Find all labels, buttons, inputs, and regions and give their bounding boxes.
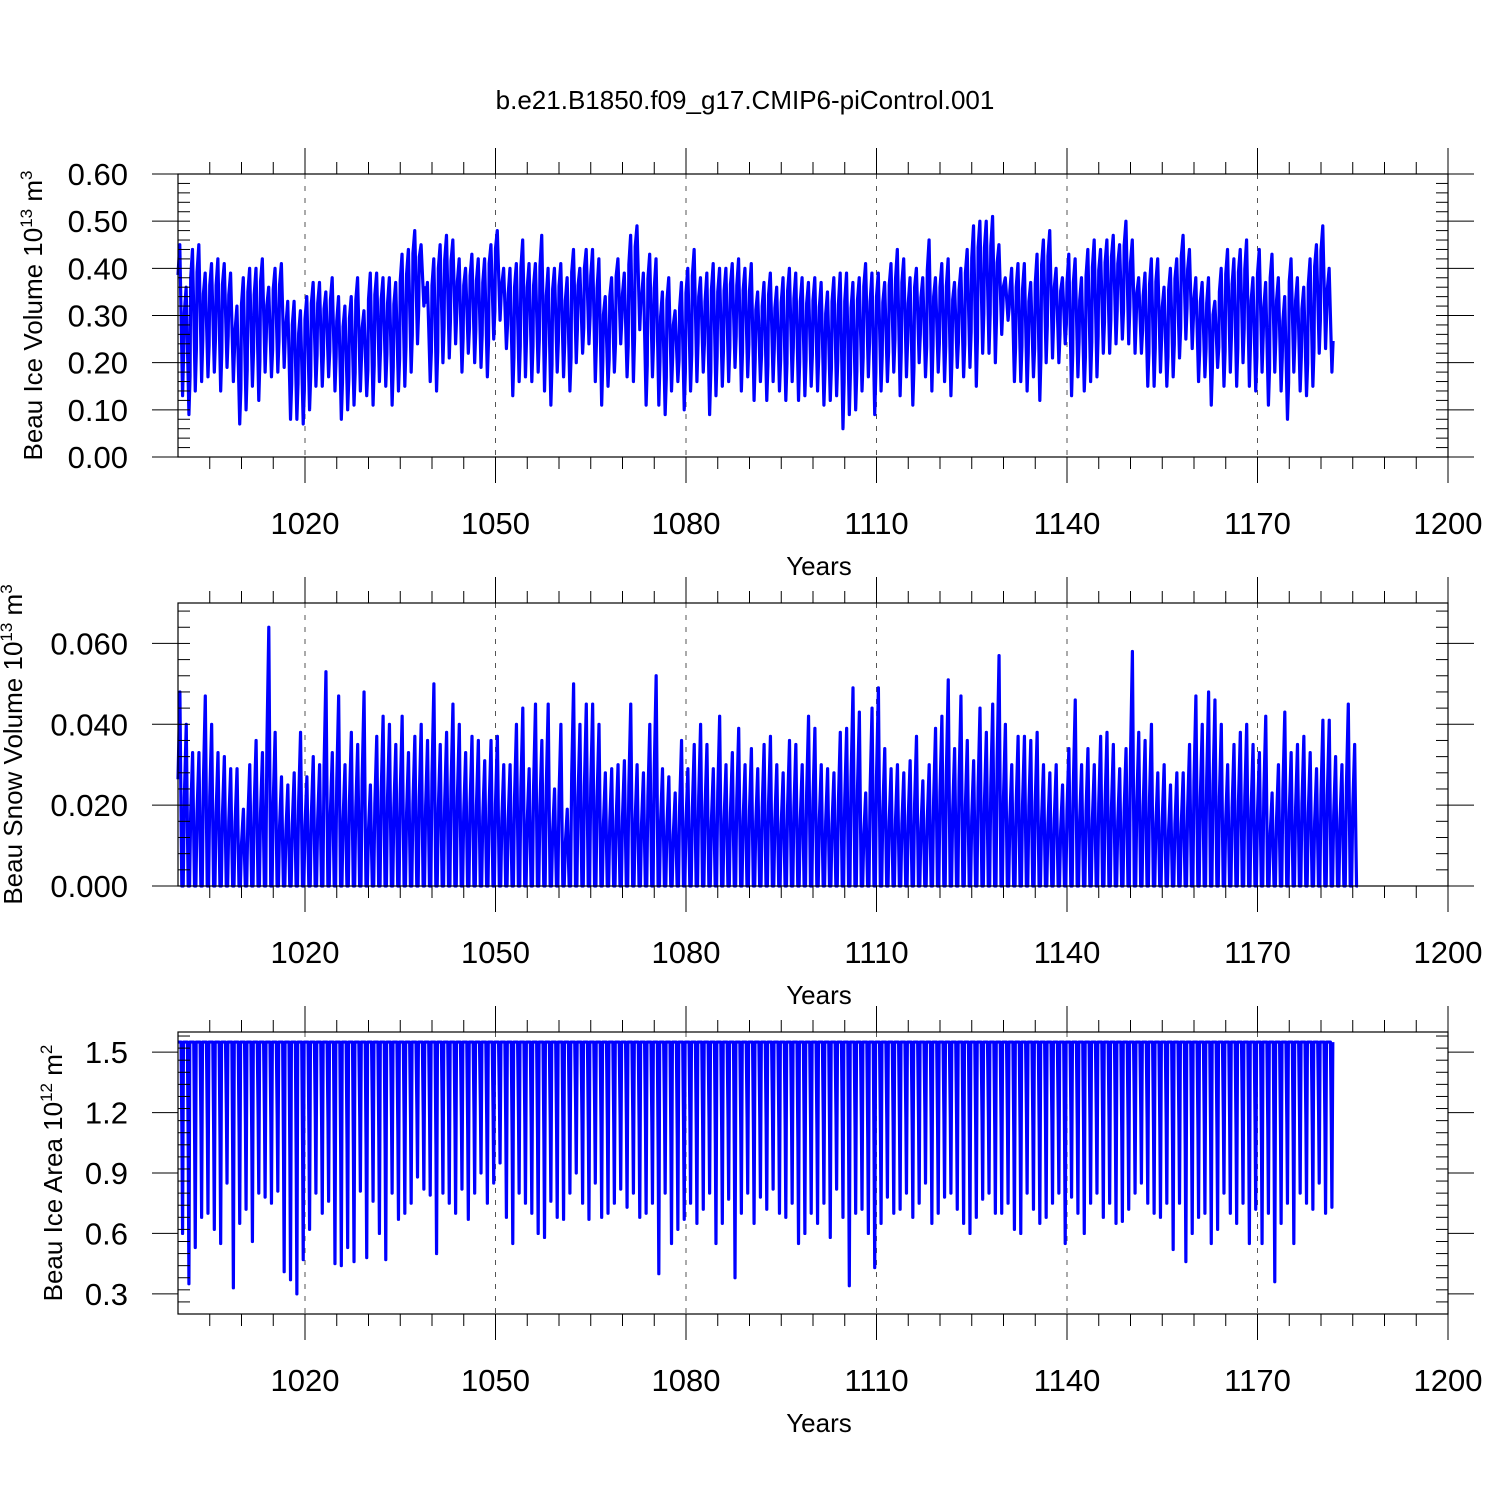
main-title: b.e21.B1850.f09_g17.CMIP6-piControl.001 — [496, 85, 995, 115]
yaxis-title-unit-snow-volume: m — [0, 594, 28, 623]
ytick-label-ice-volume-5: 0.50 — [68, 204, 128, 239]
ytick-label-ice-volume-2: 0.20 — [68, 346, 128, 381]
panel-ice-area: 0.3 0.6 0.9 1.2 1.5 1020 1050 1080 1110 1140 1170 1… — [37, 1006, 1482, 1438]
ytick-label-ice-area-1: 0.6 — [85, 1216, 128, 1251]
ytick-label-ice-volume-4: 0.40 — [68, 251, 128, 286]
yaxis-title-unit-ice-area: m — [38, 1054, 68, 1083]
panel-ice-volume: 0.00 0.10 0.20 0.30 0.40 0.50 0.60 1020 1050 1080… — [17, 148, 1482, 581]
series-line-ice-area — [178, 1040, 1335, 1296]
xtick-label-snow-volume-3: 1110 — [844, 935, 908, 970]
panel-snow-volume: 0.000 0.020 0.040 0.060 1020 1050 1080 1110 1140… — [0, 577, 1482, 1010]
xtick-label-snow-volume-4: 1140 — [1034, 935, 1101, 970]
yaxis-title-unit-exp-snow-volume: 3 — [0, 584, 16, 593]
xtick-label-snow-volume-2: 1080 — [652, 935, 721, 970]
ytick-label-ice-volume-0: 0.00 — [68, 440, 128, 475]
xtick-label-ice-volume-0: 1020 — [271, 506, 340, 541]
yaxis-title-prefix-ice-volume: Beau Ice Volume 10 — [18, 228, 48, 461]
xtick-label-ice-area-1: 1050 — [461, 1363, 530, 1398]
yaxis-title-exp-ice-volume: 13 — [17, 209, 36, 228]
ytick-label-ice-area-2: 0.9 — [85, 1156, 128, 1191]
ytick-label-ice-area-4: 1.5 — [85, 1035, 128, 1070]
xtick-label-ice-volume-5: 1170 — [1224, 506, 1291, 541]
ytick-label-ice-volume-6: 0.60 — [68, 157, 128, 192]
ytick-label-snow-volume-3: 0.060 — [50, 626, 128, 661]
yaxis-title-exp-snow-volume: 13 — [0, 623, 16, 642]
yaxis-title-ice-area: Beau Ice Area 1012 m2 — [37, 1045, 68, 1302]
xtick-label-ice-volume-2: 1080 — [652, 506, 721, 541]
xtick-label-ice-area-6: 1200 — [1414, 1363, 1483, 1398]
panels: 0.00 0.10 0.20 0.30 0.40 0.50 0.60 1020 1050 1080… — [0, 148, 1482, 1438]
xtick-label-ice-area-2: 1080 — [652, 1363, 721, 1398]
ytick-label-ice-volume-1: 0.10 — [68, 393, 128, 428]
xaxis-title-ice-volume: Years — [786, 551, 852, 581]
yaxis-title-prefix-snow-volume: Beau Snow Volume 10 — [0, 642, 28, 905]
xaxis-title-ice-area: Years — [786, 1408, 852, 1438]
ytick-label-snow-volume-1: 0.020 — [50, 788, 128, 823]
xtick-label-snow-volume-6: 1200 — [1414, 935, 1483, 970]
xtick-label-ice-volume-1: 1050 — [461, 506, 530, 541]
xaxis-title-snow-volume: Years — [786, 980, 852, 1010]
yaxis-title-ice-volume: Beau Ice Volume 1013 m3 — [17, 171, 48, 461]
series-line-ice-volume — [176, 214, 1335, 431]
xtick-label-ice-area-0: 1020 — [271, 1363, 340, 1398]
yaxis-title-prefix-ice-area: Beau Ice Area 10 — [38, 1102, 68, 1301]
ytick-label-ice-area-3: 1.2 — [85, 1096, 128, 1131]
ytick-label-snow-volume-0: 0.000 — [50, 869, 128, 904]
ytick-label-ice-area-0: 0.3 — [85, 1277, 128, 1312]
ytick-label-ice-volume-3: 0.30 — [68, 299, 128, 334]
xtick-label-ice-area-3: 1110 — [844, 1363, 908, 1398]
xtick-label-ice-volume-4: 1140 — [1034, 506, 1101, 541]
xtick-label-ice-area-4: 1140 — [1034, 1363, 1101, 1398]
yaxis-title-unit-exp-ice-area: 2 — [37, 1045, 56, 1054]
xtick-label-ice-volume-6: 1200 — [1414, 506, 1483, 541]
xtick-label-ice-area-5: 1170 — [1224, 1363, 1291, 1398]
xtick-label-snow-volume-5: 1170 — [1224, 935, 1291, 970]
series-line-snow-volume — [176, 625, 1359, 888]
xtick-label-snow-volume-0: 1020 — [271, 935, 340, 970]
ytick-label-snow-volume-2: 0.040 — [50, 707, 128, 742]
xtick-label-snow-volume-1: 1050 — [461, 935, 530, 970]
xtick-label-ice-volume-3: 1110 — [844, 506, 908, 541]
yaxis-title-snow-volume: Beau Snow Volume 1013 m3 — [0, 584, 28, 904]
yaxis-title-unit-ice-volume: m — [18, 180, 48, 209]
yaxis-title-exp-ice-area: 12 — [37, 1083, 56, 1102]
yaxis-title-unit-exp-ice-volume: 3 — [17, 171, 36, 180]
